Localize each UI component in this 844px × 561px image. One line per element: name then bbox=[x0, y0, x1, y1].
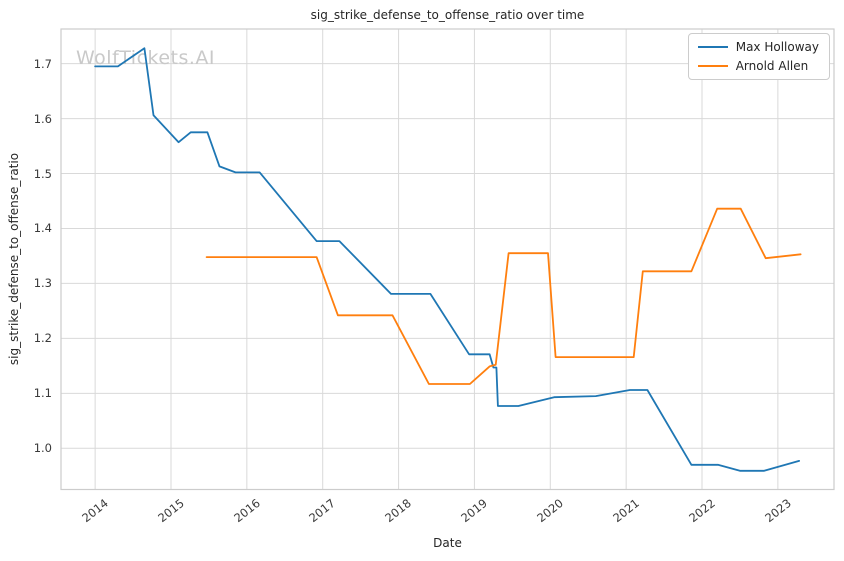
series-line-max-holloway bbox=[94, 47, 800, 472]
legend-line-swatch-arnold-allen bbox=[697, 65, 728, 67]
y-tick-label: 1.7 bbox=[33, 56, 52, 71]
legend-line-swatch-max-holloway bbox=[697, 46, 728, 48]
y-tick-label: 1.5 bbox=[33, 166, 52, 181]
x-axis-label: Date bbox=[433, 536, 462, 550]
plot-border bbox=[60, 28, 835, 491]
y-tick-label: 1.6 bbox=[33, 111, 52, 126]
chart-title: sig_strike_defense_to_offense_ratio over… bbox=[310, 8, 585, 22]
legend: Max Holloway Arnold Allen bbox=[687, 33, 830, 80]
legend-item: Arnold Allen bbox=[697, 59, 819, 73]
y-tick-label: 1.2 bbox=[33, 331, 52, 346]
y-tick-label: 1.1 bbox=[33, 386, 52, 401]
y-tick-label: 1.3 bbox=[33, 276, 52, 291]
legend-label: Max Holloway bbox=[735, 40, 819, 54]
y-tick-label: 1.0 bbox=[33, 441, 52, 456]
series-line-arnold-allen bbox=[205, 207, 802, 385]
legend-item: Max Holloway bbox=[697, 40, 819, 54]
legend-label: Arnold Allen bbox=[735, 59, 809, 73]
y-tick-label: 1.4 bbox=[33, 221, 52, 236]
